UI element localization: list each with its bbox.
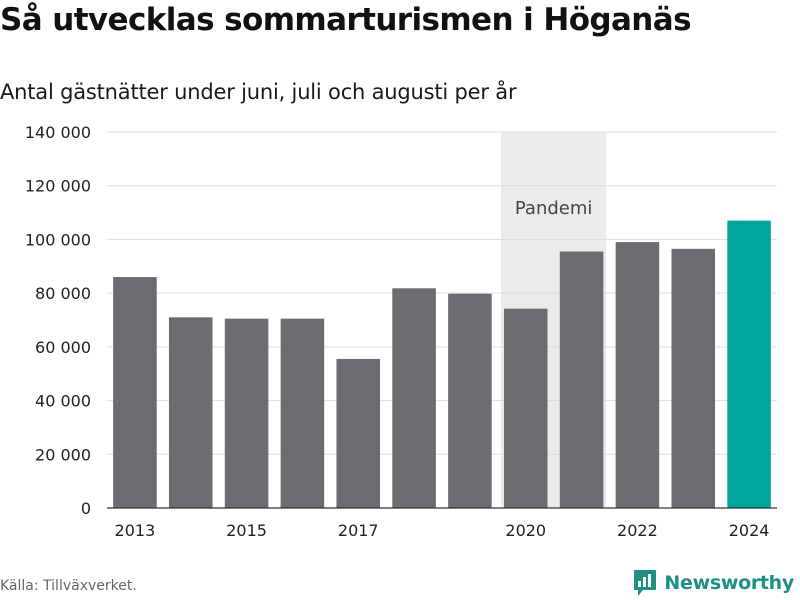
y-tick-label: 40 000 [35,392,91,411]
y-tick-label: 60 000 [35,338,91,357]
newsworthy-logo-icon [634,570,657,596]
bar-2018 [392,288,436,508]
x-tick-label: 2013 [115,521,156,540]
x-tick-label: 2020 [505,521,546,540]
y-tick-label: 100 000 [25,230,91,249]
bar-2020 [503,308,548,508]
brand: Newsworthy [632,568,794,598]
x-tick-label: 2015 [226,521,267,540]
bar-2015 [224,318,269,508]
x-tick-label: 2017 [338,521,379,540]
y-tick-label: 20 000 [35,445,91,464]
source-note: Källa: Tillväxverket. [0,578,137,594]
bar-2023 [671,248,716,509]
bar-2024 [727,220,771,508]
chart-subtitle: Antal gästnätter under juni, juli och au… [0,80,517,104]
y-tick-label: 120 000 [25,177,91,196]
bar-2014 [168,317,213,508]
bar-2017 [336,358,381,508]
x-tick-label: 2024 [729,521,770,540]
brand-name: Newsworthy [664,572,794,594]
chart-title: Så utvecklas sommarturismen i Höganäs [0,2,692,38]
x-tick-label: 2022 [617,521,658,540]
y-tick-label: 80 000 [35,284,91,303]
bar-2013 [113,277,157,508]
bar-2021 [559,251,604,508]
y-tick-label: 140 000 [25,123,91,142]
bar-2019 [448,293,492,508]
y-tick-label: 0 [81,499,91,518]
bar-2022 [615,242,660,508]
bar-2016 [280,318,325,508]
annotation-label: Pandemi [515,198,593,219]
